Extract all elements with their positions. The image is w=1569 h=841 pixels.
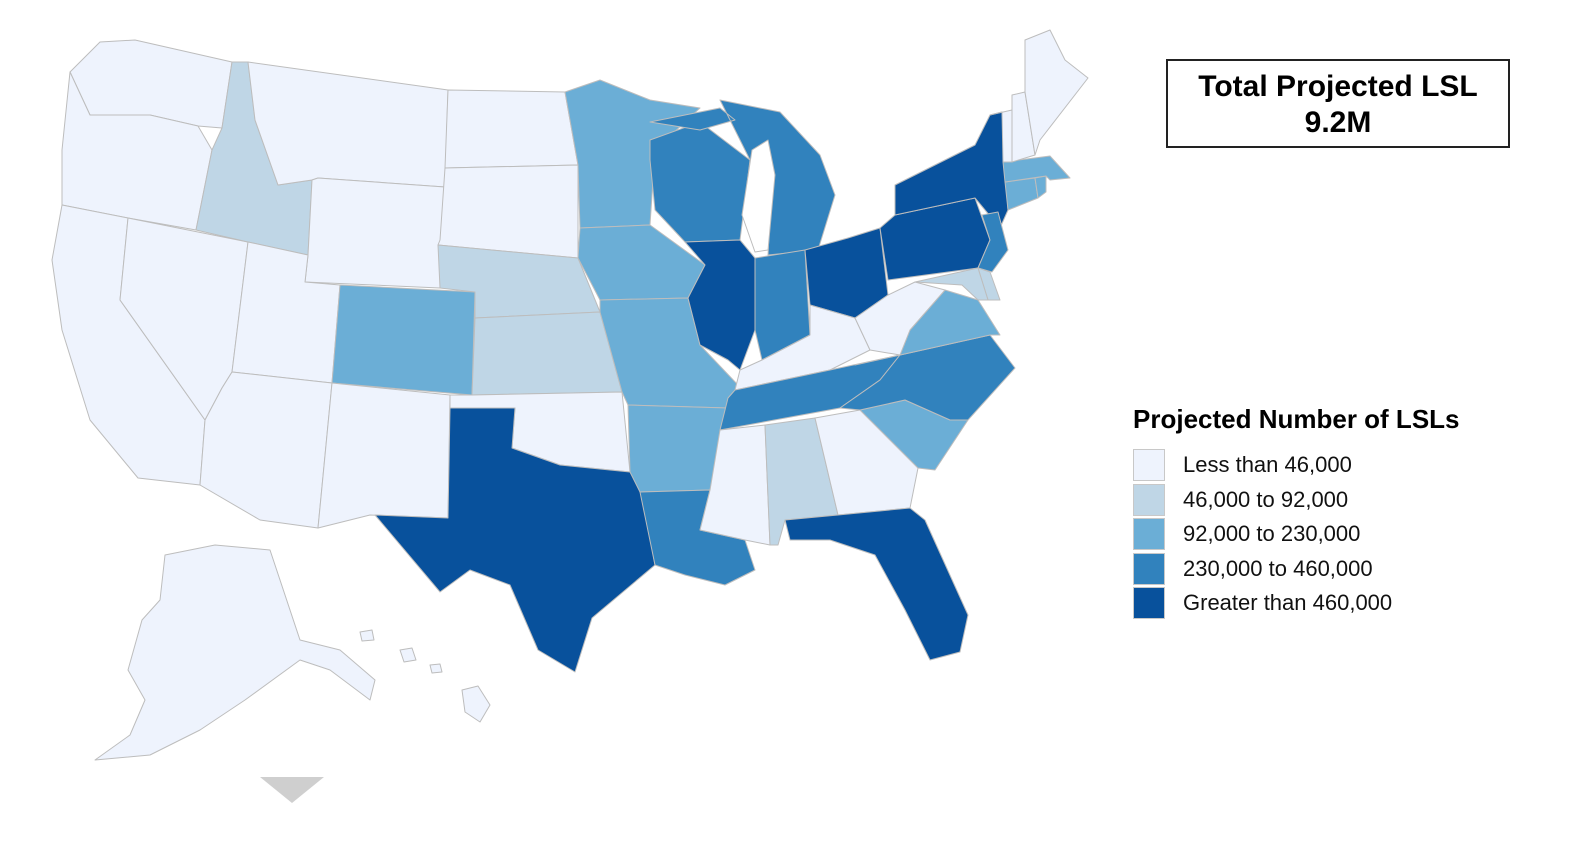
state-az[interactable] <box>199 371 333 529</box>
chevron-down-icon[interactable] <box>260 777 324 803</box>
lake-michigan <box>741 139 776 253</box>
state-wv[interactable] <box>854 281 946 356</box>
legend-swatch <box>1133 587 1165 620</box>
us-choropleth-map <box>51 29 1089 761</box>
state-sd[interactable] <box>437 164 579 259</box>
state-ga[interactable] <box>814 409 919 516</box>
state-co[interactable] <box>331 284 476 396</box>
state-tx[interactable] <box>374 407 656 673</box>
legend-item: Greater than 460,000 <box>1133 586 1553 621</box>
state-nd[interactable] <box>444 89 579 169</box>
state-il[interactable] <box>684 239 756 371</box>
total-projected-box: Total Projected LSL 9.2M <box>1166 59 1510 148</box>
map-legend: Projected Number of LSLs Less than 46,00… <box>1133 404 1553 621</box>
state-mt[interactable] <box>247 61 449 188</box>
legend-item: 46,000 to 92,000 <box>1133 483 1553 518</box>
legend-label: Less than 46,000 <box>1183 452 1352 478</box>
state-ks[interactable] <box>471 311 623 396</box>
state-hi[interactable] <box>359 629 491 723</box>
legend-item: Less than 46,000 <box>1133 448 1553 483</box>
state-ma[interactable] <box>1002 155 1071 183</box>
legend-label: 46,000 to 92,000 <box>1183 486 1349 512</box>
state-nj[interactable] <box>977 211 1009 273</box>
legend-swatch <box>1133 552 1165 585</box>
state-ct[interactable] <box>1004 177 1039 211</box>
state-wy[interactable] <box>304 177 446 289</box>
legend-item: 230,000 to 460,000 <box>1133 552 1553 587</box>
state-nc[interactable] <box>839 334 1016 421</box>
state-nm[interactable] <box>317 382 451 529</box>
state-wi[interactable] <box>649 121 751 243</box>
legend-label: Greater than 460,000 <box>1183 590 1393 616</box>
state-me[interactable] <box>1024 29 1089 156</box>
total-projected-label: Total Projected LSL <box>1198 70 1478 103</box>
legend-swatch <box>1133 518 1165 551</box>
legend-title: Projected Number of LSLs <box>1133 404 1460 434</box>
legend-label: 92,000 to 230,000 <box>1183 521 1361 547</box>
legend-item: 92,000 to 230,000 <box>1133 517 1553 552</box>
legend-swatch <box>1133 483 1165 516</box>
legend-label: 230,000 to 460,000 <box>1183 555 1373 581</box>
state-fl[interactable] <box>784 507 969 661</box>
legend-swatch <box>1133 449 1165 482</box>
state-ak[interactable] <box>94 544 376 761</box>
state-vt[interactable] <box>989 109 1013 163</box>
state-md[interactable] <box>914 267 989 301</box>
total-projected-value: 9.2M <box>1304 106 1372 139</box>
